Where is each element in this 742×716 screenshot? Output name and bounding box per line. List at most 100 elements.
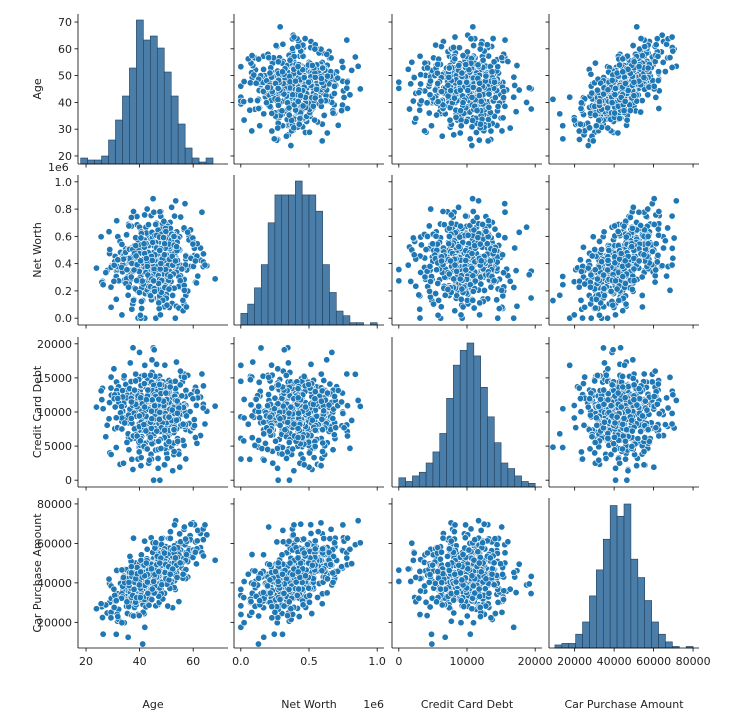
- scatter-point: [331, 82, 339, 90]
- scatter-point: [621, 97, 629, 105]
- scatter-point: [105, 228, 113, 236]
- scatter-point: [577, 408, 585, 416]
- scatter-point: [635, 63, 643, 71]
- scatter-point: [474, 234, 482, 242]
- scatter-point: [624, 407, 632, 415]
- scatter-point: [469, 207, 477, 215]
- scatter-point: [584, 264, 592, 272]
- scatter-point: [592, 414, 600, 422]
- scatter-point: [191, 422, 199, 430]
- scatter-point: [512, 108, 520, 116]
- scatter-point: [614, 389, 622, 397]
- scatter-point: [487, 127, 495, 135]
- hist-bar: [170, 95, 179, 165]
- scatter-point: [580, 421, 588, 429]
- scatter-point: [438, 132, 446, 140]
- scatter-point: [318, 415, 326, 423]
- scatter-point: [169, 467, 177, 475]
- scatter-point: [171, 212, 179, 220]
- scatter-point: [611, 446, 619, 454]
- scatter-point: [285, 476, 293, 484]
- scatter-point: [628, 442, 636, 450]
- scatter-point: [669, 391, 677, 399]
- scatter-point: [456, 86, 464, 94]
- scatter-point: [320, 376, 328, 384]
- scatter-point: [604, 314, 612, 322]
- scatter-point: [149, 238, 157, 246]
- scatter-point: [278, 68, 286, 76]
- scatter-point: [600, 271, 608, 279]
- scatter-point: [148, 396, 156, 404]
- scatter-point: [591, 304, 599, 312]
- scatter-point: [305, 78, 313, 86]
- scatter-point: [456, 129, 464, 137]
- scatter-point: [102, 269, 110, 277]
- scatter-point: [287, 403, 295, 411]
- scatter-point: [198, 370, 206, 378]
- scatter-point: [329, 414, 337, 422]
- scatter-point: [664, 224, 672, 232]
- scatter-point: [127, 213, 135, 221]
- scatter-point: [137, 234, 145, 242]
- scatter-point: [170, 232, 178, 240]
- scatter-point: [586, 395, 594, 403]
- scatter-point: [652, 240, 660, 248]
- y-tick-label: 5000: [44, 440, 72, 453]
- scatter-point: [416, 314, 424, 322]
- scatter-point: [440, 221, 448, 229]
- scatter-point: [160, 461, 168, 469]
- scatter-point: [628, 224, 636, 232]
- scatter-point: [150, 476, 158, 484]
- scatter-point: [295, 409, 303, 417]
- scatter-point: [608, 381, 616, 389]
- scatter-point: [323, 356, 331, 364]
- scatter-point: [605, 246, 613, 254]
- scatter-point: [462, 61, 470, 69]
- scatter-point: [434, 311, 442, 319]
- panel-net-worth-vs-net-worth: [233, 175, 384, 329]
- scatter-point: [600, 228, 608, 236]
- scatter-point: [112, 414, 120, 422]
- scatter-point: [467, 35, 475, 43]
- scatter-point: [409, 234, 417, 242]
- scatter-point: [614, 129, 622, 137]
- scatter-point: [274, 58, 282, 66]
- scatter-point: [630, 92, 638, 100]
- scatter-point: [351, 370, 359, 378]
- scatter-point: [417, 241, 425, 249]
- scatter-point: [150, 346, 158, 354]
- scatter-point: [510, 93, 518, 101]
- scatter-point: [463, 78, 471, 86]
- scatter-point: [157, 444, 165, 452]
- scatter-point: [559, 281, 567, 289]
- scatter-point: [425, 109, 433, 117]
- scatter-point: [255, 402, 263, 410]
- scatter-point: [570, 414, 578, 422]
- y-tick-label: 20000: [37, 338, 72, 351]
- scatter-point: [475, 136, 483, 144]
- panel-credit-card-debt-vs-net-worth: [230, 337, 384, 491]
- scatter-point: [638, 291, 646, 299]
- scatter-point: [107, 384, 115, 392]
- scatter-point: [470, 226, 478, 234]
- scatter-point: [620, 222, 628, 230]
- scatter-point: [143, 445, 151, 453]
- y-tick-label: 50: [58, 70, 72, 83]
- scatter-point: [193, 388, 201, 396]
- scatter-point: [618, 445, 626, 453]
- scatter-point: [451, 33, 459, 41]
- scatter-point: [248, 127, 256, 135]
- scatter-point: [494, 102, 502, 110]
- scatter-point: [260, 110, 268, 118]
- scatter-point: [264, 83, 272, 91]
- scatter-point: [611, 311, 619, 319]
- scatter-point: [619, 307, 627, 315]
- scatter-point: [437, 257, 445, 265]
- scatter-point: [173, 416, 181, 424]
- scatter-point: [629, 203, 637, 211]
- scatter-point: [426, 91, 434, 99]
- scatter-point: [584, 403, 592, 411]
- hist-bar: [115, 119, 123, 165]
- scatter-point: [586, 283, 594, 291]
- scatter-point: [320, 407, 328, 415]
